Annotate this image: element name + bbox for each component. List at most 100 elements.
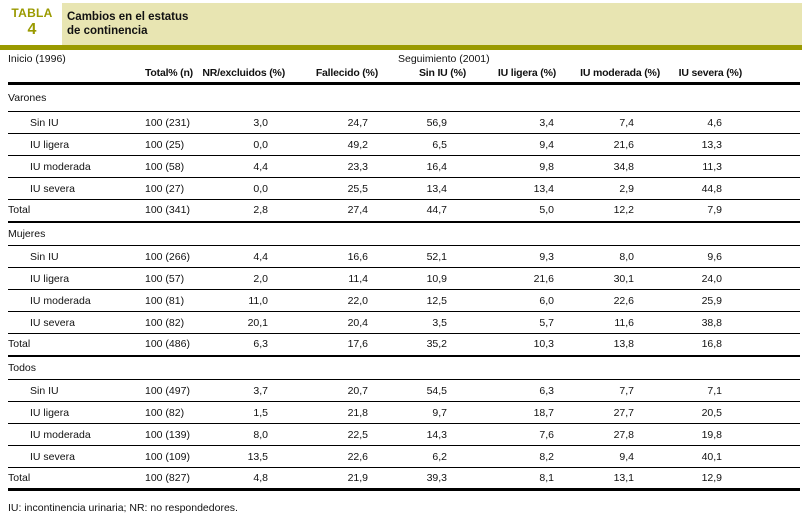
table-cell: 100 (341) [140,199,194,223]
row-label: IU ligera [8,401,140,424]
table-cell: 0,0 [194,133,285,156]
table-title-line2: de continencia [67,25,148,37]
table-cell: 100 (109) [140,445,194,468]
footnote: IU: incontinencia urinaria; NR: no respo… [8,502,238,514]
table-cell: 54,5 [378,379,466,402]
table-cell: 100 (82) [140,401,194,424]
col-header-sin-iu: Sin IU (%) [378,66,466,85]
table-cell: 11,4 [285,267,378,290]
table-cell: 3,0 [194,111,285,134]
table-cell: 34,8 [556,155,660,178]
table-cell: 2,8 [194,199,285,223]
table-cell: 14,3 [378,423,466,446]
table-cell: 100 (81) [140,289,194,312]
table-cell: 2,9 [556,177,660,200]
spacer-cell [742,245,800,268]
table-cell: 16,8 [660,333,742,357]
table-cell: 12,5 [378,289,466,312]
table-row: IU severa 100 (82) 20,1 20,4 3,5 5,7 11,6 38,8 [8,311,800,334]
table-cell: 11,3 [660,155,742,178]
col-header-spacer [742,66,800,85]
spacer-cell [742,111,800,134]
table-cell: 35,2 [378,333,466,357]
table-cell: 100 (57) [140,267,194,290]
table-row: IU moderada 100 (58) 4,4 23,3 16,4 9,8 34,8 11,… [8,155,800,178]
column-header-row: Total% (n) NR/excluidos (%) Fallecido (%… [8,66,800,85]
row-label: Total [8,467,140,491]
row-label: IU moderada [8,423,140,446]
total-row: Total 100 (341) 2,8 27,4 44,7 5,0 12,2 7,9 [8,199,800,223]
col-header-iu-severa: IU severa (%) [660,66,742,85]
table-cell: 13,8 [556,333,660,357]
table-cell: 27,4 [285,199,378,223]
spacer-cell [742,289,800,312]
table-cell: 49,2 [285,133,378,156]
table-cell: 1,5 [194,401,285,424]
row-label: IU moderada [8,155,140,178]
table-cell: 21,6 [466,267,556,290]
table-cell: 13,4 [466,177,556,200]
table-cell: 6,3 [194,333,285,357]
spacer-cell [742,467,800,491]
table-cell: 18,7 [466,401,556,424]
table-row: IU ligera 100 (57) 2,0 11,4 10,9 21,6 30,1 24,0 [8,267,800,290]
table-cell: 100 (231) [140,111,194,134]
table-cell: 8,0 [556,245,660,268]
table-body: Varones Sin IU 100 (231) 3,0 24,7 56,9 3,4 7,4 4… [8,83,800,491]
table-cell: 3,4 [466,111,556,134]
table-cell: 38,8 [660,311,742,334]
table-cell: 9,8 [466,155,556,178]
table-row: Sin IU 100 (497) 3,7 20,7 54,5 6,3 7,7 7,1 [8,379,800,402]
table-cell: 24,0 [660,267,742,290]
table-cell: 21,8 [285,401,378,424]
table-cell: 56,9 [378,111,466,134]
table-cell: 100 (27) [140,177,194,200]
table-cell: 27,7 [556,401,660,424]
table-cell: 7,7 [556,379,660,402]
row-label: IU severa [8,311,140,334]
table-cell: 20,7 [285,379,378,402]
table-label-box: TABLA 4 [8,6,56,39]
table-cell: 3,7 [194,379,285,402]
table-cell: 17,6 [285,333,378,357]
table-cell: 6,5 [378,133,466,156]
table-cell: 4,8 [194,467,285,491]
table-cell: 100 (25) [140,133,194,156]
table-cell: 100 (827) [140,467,194,491]
table-cell: 16,6 [285,245,378,268]
row-label: Total [8,199,140,223]
table-cell: 7,6 [466,423,556,446]
section-label: Todos [8,355,800,380]
table-cell: 52,1 [378,245,466,268]
table-cell: 27,8 [556,423,660,446]
col-header-iu-moderada: IU moderada (%) [556,66,660,85]
table-cell: 19,8 [660,423,742,446]
table-row: Sin IU 100 (266) 4,4 16,6 52,1 9,3 8,0 9,6 [8,245,800,268]
table-cell: 12,2 [556,199,660,223]
table-cell: 9,6 [660,245,742,268]
table-cell: 20,5 [660,401,742,424]
table-cell: 11,6 [556,311,660,334]
section-header-row: Todos [8,355,800,380]
table-cell: 20,1 [194,311,285,334]
spacer-cell [742,333,800,357]
table-cell: 20,4 [285,311,378,334]
table-row: IU severa 100 (109) 13,5 22,6 6,2 8,2 9,4 40,1 [8,445,800,468]
continence-table: Total% (n) NR/excluidos (%) Fallecido (%… [8,66,800,491]
table-row: Sin IU 100 (231) 3,0 24,7 56,9 3,4 7,4 4,6 [8,111,800,134]
table-row: IU severa 100 (27) 0,0 25,5 13,4 13,4 2,9 44,8 [8,177,800,200]
table-cell: 22,6 [285,445,378,468]
table-cell: 100 (497) [140,379,194,402]
table-title-box: Cambios en el estatus de continencia [62,3,802,45]
period-seguimiento: Seguimiento (2001) [398,53,490,65]
table-cell: 24,7 [285,111,378,134]
table-cell: 5,0 [466,199,556,223]
table-label: TABLA [11,6,53,20]
table-cell: 6,0 [466,289,556,312]
table-row: IU moderada 100 (139) 8,0 22,5 14,3 7,6 27,8 19… [8,423,800,446]
table-row: IU moderada 100 (81) 11,0 22,0 12,5 6,0 22,6 25… [8,289,800,312]
spacer-cell [742,177,800,200]
table-cell: 8,2 [466,445,556,468]
row-label: IU ligera [8,133,140,156]
spacer-cell [742,133,800,156]
